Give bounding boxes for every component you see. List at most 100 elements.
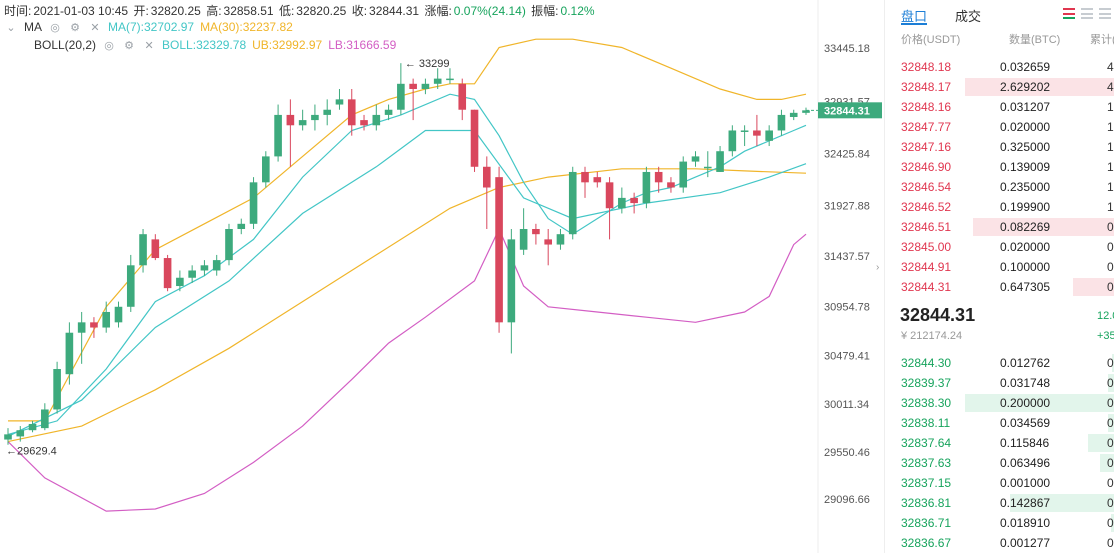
ask-total: 4.461 bbox=[1107, 60, 1114, 74]
candle-body bbox=[691, 156, 700, 162]
ask-row[interactable]: 32846.52 0.199900 1.049 bbox=[885, 197, 1114, 217]
ask-amount: 0.647305 bbox=[1000, 280, 1051, 294]
view-bids-icon[interactable] bbox=[1081, 8, 1093, 19]
y-tick-label: 30011.34 bbox=[824, 399, 869, 411]
ask-price: 32847.16 bbox=[901, 140, 952, 154]
kline-canvas[interactable]: 33445.1832931.5732425.8431927.8831437.57… bbox=[0, 0, 882, 553]
price-change-percent: +352( bbox=[1097, 330, 1114, 342]
bid-row[interactable]: 32837.64 0.115846 0.394 bbox=[885, 433, 1114, 453]
bid-total: 0.244 bbox=[1107, 396, 1114, 410]
candle-body bbox=[605, 182, 614, 209]
view-mode-toggles bbox=[1063, 8, 1111, 19]
candle-body bbox=[532, 228, 540, 235]
ask-row[interactable]: 32848.16 0.031207 1.799 bbox=[885, 97, 1114, 117]
kline-chart[interactable]: 33445.18 32931.57 32425.84 31927.88 31437.57… bbox=[0, 0, 882, 553]
settings-gear-icon[interactable]: ⚙ bbox=[70, 21, 80, 34]
ask-price: 32844.91 bbox=[901, 260, 952, 274]
candle-body bbox=[421, 83, 430, 89]
candle-body bbox=[446, 78, 454, 81]
ask-row[interactable]: 32848.18 0.032659 4.461 bbox=[885, 57, 1114, 77]
bid-total: 0.602 bbox=[1107, 496, 1114, 510]
bid-row[interactable]: 32837.15 0.001000 0.459 bbox=[885, 473, 1114, 493]
candle-body bbox=[225, 228, 233, 261]
ask-row[interactable]: 32847.16 0.325000 1.748 bbox=[885, 137, 1114, 157]
candle-body bbox=[384, 109, 393, 115]
bid-price: 32838.11 bbox=[901, 416, 951, 430]
bid-row[interactable]: 32837.63 0.063496 0.458 bbox=[885, 453, 1114, 473]
bid-price: 32837.15 bbox=[901, 476, 952, 490]
candle-body bbox=[151, 239, 160, 259]
ask-row[interactable]: 32845.00 0.020000 0.767 bbox=[885, 237, 1114, 257]
ask-amount: 0.020000 bbox=[1000, 120, 1051, 134]
ma-indicator-row: ⌄ MA ◎ ⚙ ✕ MA(7):32702.97 MA(30):32237.8… bbox=[4, 20, 293, 34]
view-asks-icon[interactable] bbox=[1099, 8, 1111, 19]
ask-total: 1.748 bbox=[1107, 140, 1114, 154]
bid-total: 0.621 bbox=[1107, 516, 1114, 530]
bid-row[interactable]: 32838.11 0.034569 0.279 bbox=[885, 413, 1114, 433]
panel-collapse-arrow-icon[interactable]: › bbox=[876, 262, 880, 273]
eye-icon[interactable]: ◎ bbox=[104, 39, 114, 52]
candle-body bbox=[728, 130, 737, 152]
bid-row[interactable]: 32836.81 0.142867 0.602 bbox=[885, 493, 1114, 513]
bid-row[interactable]: 32836.67 0.001277 0.622 bbox=[885, 533, 1114, 553]
candle-body bbox=[41, 409, 49, 429]
bid-price: 32844.30 bbox=[901, 356, 952, 370]
bid-row[interactable]: 32839.37 0.031748 0.044 bbox=[885, 373, 1114, 393]
bid-price: 32836.81 bbox=[901, 496, 952, 510]
boll-indicator-row: BOLL(20,2) ◎ ⚙ ✕ BOLL:32329.78 UB:32992.… bbox=[34, 38, 396, 52]
settings-gear-icon[interactable]: ⚙ bbox=[124, 39, 134, 52]
orderbook-tabs: 盘口 成交 bbox=[885, 0, 1114, 30]
bid-row[interactable]: 32836.71 0.018910 0.621 bbox=[885, 513, 1114, 533]
candle-body bbox=[630, 197, 638, 204]
candle-body bbox=[188, 270, 196, 278]
tab-orderbook[interactable]: 盘口 bbox=[901, 9, 928, 24]
candle-body bbox=[90, 322, 98, 328]
close-value: 32844.31 bbox=[369, 4, 420, 18]
open-label: 开: bbox=[133, 4, 149, 18]
candle-body bbox=[556, 234, 565, 245]
boll-name: BOLL(20,2) bbox=[34, 38, 97, 52]
last-price-tag: 32844.31 bbox=[824, 105, 870, 117]
candle-body bbox=[311, 114, 319, 121]
ask-amount: 2.629202 bbox=[1000, 80, 1051, 94]
close-icon[interactable]: ✕ bbox=[144, 39, 154, 52]
col-amount-header: 数量(BTC) bbox=[1009, 34, 1061, 46]
amp-value: 0.12% bbox=[560, 4, 595, 18]
close-icon[interactable]: ✕ bbox=[90, 21, 100, 34]
candle-body bbox=[274, 114, 282, 157]
bid-amount: 0.031748 bbox=[1000, 376, 1051, 390]
view-both-icon[interactable] bbox=[1063, 8, 1075, 19]
bid-amount: 0.115846 bbox=[1000, 436, 1050, 450]
candle-body bbox=[470, 109, 479, 167]
ask-row[interactable]: 32846.51 0.082269 0.849 bbox=[885, 217, 1114, 237]
depth-bar bbox=[1112, 354, 1114, 372]
ask-price: 32846.52 bbox=[901, 200, 952, 214]
col-price-header: 价格(USDT) bbox=[901, 34, 961, 46]
ask-row[interactable]: 32848.17 2.629202 4.428 bbox=[885, 77, 1114, 97]
candle-body bbox=[593, 177, 602, 183]
bid-row[interactable]: 32838.30 0.200000 0.244 bbox=[885, 393, 1114, 413]
bid-total: 0.622 bbox=[1107, 536, 1114, 550]
candle-body bbox=[433, 78, 442, 84]
bid-total: 0.459 bbox=[1107, 476, 1114, 490]
candle-body bbox=[777, 114, 786, 131]
bid-total: 0.394 bbox=[1107, 436, 1114, 450]
orderbook-panel: 盘口 成交 价格(USDT) 数量(BTC) 累计( 32848.18 0.032… bbox=[884, 0, 1114, 553]
collapse-chevron-icon[interactable]: ⌄ bbox=[6, 21, 16, 34]
ma30-value: MA(30):32237.82 bbox=[200, 20, 293, 34]
ask-total: 1.799 bbox=[1107, 100, 1114, 114]
tab-trades[interactable]: 成交 bbox=[955, 9, 982, 24]
ask-row[interactable]: 32844.31 0.647305 0.647 bbox=[885, 277, 1114, 297]
eye-icon[interactable]: ◎ bbox=[50, 21, 60, 34]
ask-row[interactable]: 32846.54 0.235000 1.284 bbox=[885, 177, 1114, 197]
ask-row[interactable]: 32847.77 0.020000 1.768 bbox=[885, 117, 1114, 137]
candle-body bbox=[347, 99, 356, 126]
ask-row[interactable]: 32844.91 0.100000 0.747 bbox=[885, 257, 1114, 277]
boll-lower-band bbox=[7, 227, 807, 512]
bid-row[interactable]: 32844.30 0.012762 0.012 bbox=[885, 353, 1114, 373]
ask-row[interactable]: 32846.90 0.139009 1.423 bbox=[885, 157, 1114, 177]
ask-total: 0.767 bbox=[1107, 240, 1114, 254]
y-tick-label: 31437.57 bbox=[824, 251, 870, 263]
candle-body bbox=[679, 161, 688, 188]
ask-total: 4.428 bbox=[1107, 80, 1114, 94]
